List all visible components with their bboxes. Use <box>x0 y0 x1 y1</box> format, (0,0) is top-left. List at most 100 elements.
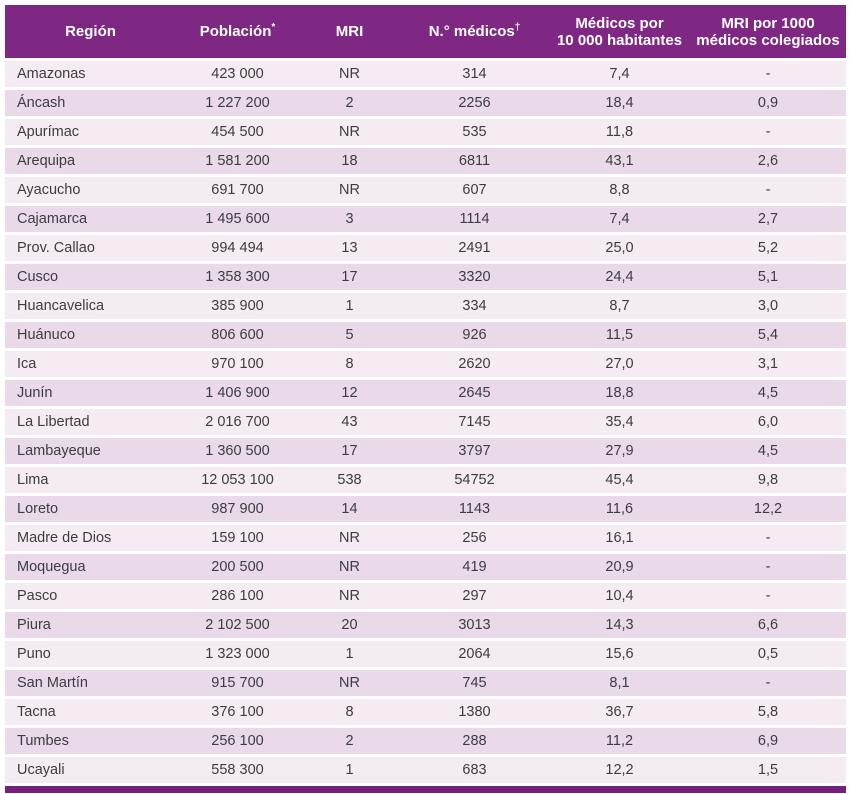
cell-mri: 8 <box>299 699 400 725</box>
cell-region: Lima <box>5 467 176 493</box>
cell-medicos-por-10000: 18,8 <box>549 380 690 406</box>
cell-mri: 5 <box>299 322 400 348</box>
cell-medicos-por-10000: 24,4 <box>549 264 690 290</box>
cell-poblacion: 987 900 <box>176 496 299 522</box>
cell-num-medicos: 2256 <box>400 90 549 116</box>
table-bottom-border <box>5 786 846 793</box>
cell-poblacion: 2 016 700 <box>176 409 299 435</box>
cell-region: Loreto <box>5 496 176 522</box>
cell-num-medicos: 288 <box>400 728 549 754</box>
cell-mri: 43 <box>299 409 400 435</box>
cell-medicos-por-10000: 7,4 <box>549 206 690 232</box>
cell-mri: NR <box>299 670 400 696</box>
cell-region: Ica <box>5 351 176 377</box>
cell-medicos-por-10000: 45,4 <box>549 467 690 493</box>
cell-poblacion: 1 581 200 <box>176 148 299 174</box>
cell-poblacion: 256 100 <box>176 728 299 754</box>
cell-medicos-por-10000: 25,0 <box>549 235 690 261</box>
cell-region: Ucayali <box>5 757 176 783</box>
col-header-mri-por-1000: MRI por 1000 médicos colegiados <box>690 5 846 58</box>
col-header-mri-por-1000-label: MRI por 1000 médicos colegiados <box>696 14 840 49</box>
cell-mri-por-1000: 6,6 <box>690 612 846 638</box>
cell-poblacion: 12 053 100 <box>176 467 299 493</box>
cell-poblacion: 1 406 900 <box>176 380 299 406</box>
cell-poblacion: 159 100 <box>176 525 299 551</box>
cell-mri: 1 <box>299 293 400 319</box>
cell-mri: 18 <box>299 148 400 174</box>
cell-region: Huánuco <box>5 322 176 348</box>
cell-mri-por-1000: 5,1 <box>690 264 846 290</box>
cell-num-medicos: 607 <box>400 177 549 203</box>
cell-mri: 17 <box>299 438 400 464</box>
cell-region: Apurímac <box>5 119 176 145</box>
cell-mri-por-1000: 3,1 <box>690 351 846 377</box>
cell-region: Ayacucho <box>5 177 176 203</box>
cell-region: Tumbes <box>5 728 176 754</box>
cell-mri-por-1000: 0,5 <box>690 641 846 667</box>
table-row: Tacna 376 100 8 1380 36,7 5,8 <box>5 699 846 725</box>
cell-num-medicos: 334 <box>400 293 549 319</box>
cell-mri: NR <box>299 525 400 551</box>
cell-mri-por-1000: 4,5 <box>690 438 846 464</box>
cell-medicos-por-10000: 36,7 <box>549 699 690 725</box>
cell-num-medicos: 54752 <box>400 467 549 493</box>
table-row: Loreto 987 900 14 1143 11,6 12,2 <box>5 496 846 522</box>
table-row: Huancavelica 385 900 1 334 8,7 3,0 <box>5 293 846 319</box>
cell-region: Moquegua <box>5 554 176 580</box>
dagger-footnote-marker: † <box>514 22 521 33</box>
cell-mri-por-1000: 5,4 <box>690 322 846 348</box>
col-header-medicos-por-10000-label: Médicos por 10 000 habitantes <box>556 14 683 49</box>
table-row: Ucayali 558 300 1 683 12,2 1,5 <box>5 757 846 783</box>
cell-mri-por-1000: 0,9 <box>690 90 846 116</box>
asterisk-footnote-marker: * <box>271 22 276 33</box>
cell-num-medicos: 683 <box>400 757 549 783</box>
cell-mri: 13 <box>299 235 400 261</box>
cell-num-medicos: 1114 <box>400 206 549 232</box>
cell-mri-por-1000: 6,0 <box>690 409 846 435</box>
col-header-medicos-por-10000: Médicos por 10 000 habitantes <box>549 5 690 58</box>
table-row: Madre de Dios 159 100 NR 256 16,1 - <box>5 525 846 551</box>
cell-mri-por-1000: - <box>690 525 846 551</box>
cell-region: Huancavelica <box>5 293 176 319</box>
table-row: Cusco 1 358 300 17 3320 24,4 5,1 <box>5 264 846 290</box>
cell-medicos-por-10000: 14,3 <box>549 612 690 638</box>
cell-medicos-por-10000: 27,0 <box>549 351 690 377</box>
cell-mri: 12 <box>299 380 400 406</box>
cell-num-medicos: 535 <box>400 119 549 145</box>
cell-poblacion: 376 100 <box>176 699 299 725</box>
cell-num-medicos: 419 <box>400 554 549 580</box>
cell-medicos-por-10000: 18,4 <box>549 90 690 116</box>
table-row: San Martín 915 700 NR 745 8,1 - <box>5 670 846 696</box>
table-row: Arequipa 1 581 200 18 6811 43,1 2,6 <box>5 148 846 174</box>
cell-poblacion: 1 227 200 <box>176 90 299 116</box>
table-row: Lima 12 053 100 538 54752 45,4 9,8 <box>5 467 846 493</box>
cell-mri: 17 <box>299 264 400 290</box>
cell-mri-por-1000: 4,5 <box>690 380 846 406</box>
cell-num-medicos: 926 <box>400 322 549 348</box>
cell-mri: NR <box>299 61 400 87</box>
cell-medicos-por-10000: 8,1 <box>549 670 690 696</box>
cell-mri-por-1000: - <box>690 177 846 203</box>
cell-num-medicos: 1143 <box>400 496 549 522</box>
cell-medicos-por-10000: 15,6 <box>549 641 690 667</box>
table-row: Cajamarca 1 495 600 3 1114 7,4 2,7 <box>5 206 846 232</box>
cell-poblacion: 200 500 <box>176 554 299 580</box>
cell-region: Madre de Dios <box>5 525 176 551</box>
cell-mri-por-1000: - <box>690 670 846 696</box>
cell-region: Pasco <box>5 583 176 609</box>
cell-num-medicos: 2645 <box>400 380 549 406</box>
cell-mri-por-1000: - <box>690 554 846 580</box>
cell-poblacion: 385 900 <box>176 293 299 319</box>
cell-num-medicos: 6811 <box>400 148 549 174</box>
cell-num-medicos: 3013 <box>400 612 549 638</box>
cell-medicos-por-10000: 7,4 <box>549 61 690 87</box>
cell-mri: 2 <box>299 90 400 116</box>
cell-medicos-por-10000: 10,4 <box>549 583 690 609</box>
cell-poblacion: 970 100 <box>176 351 299 377</box>
cell-num-medicos: 297 <box>400 583 549 609</box>
cell-region: La Libertad <box>5 409 176 435</box>
table-row: Ayacucho 691 700 NR 607 8,8 - <box>5 177 846 203</box>
cell-medicos-por-10000: 11,6 <box>549 496 690 522</box>
cell-medicos-por-10000: 43,1 <box>549 148 690 174</box>
